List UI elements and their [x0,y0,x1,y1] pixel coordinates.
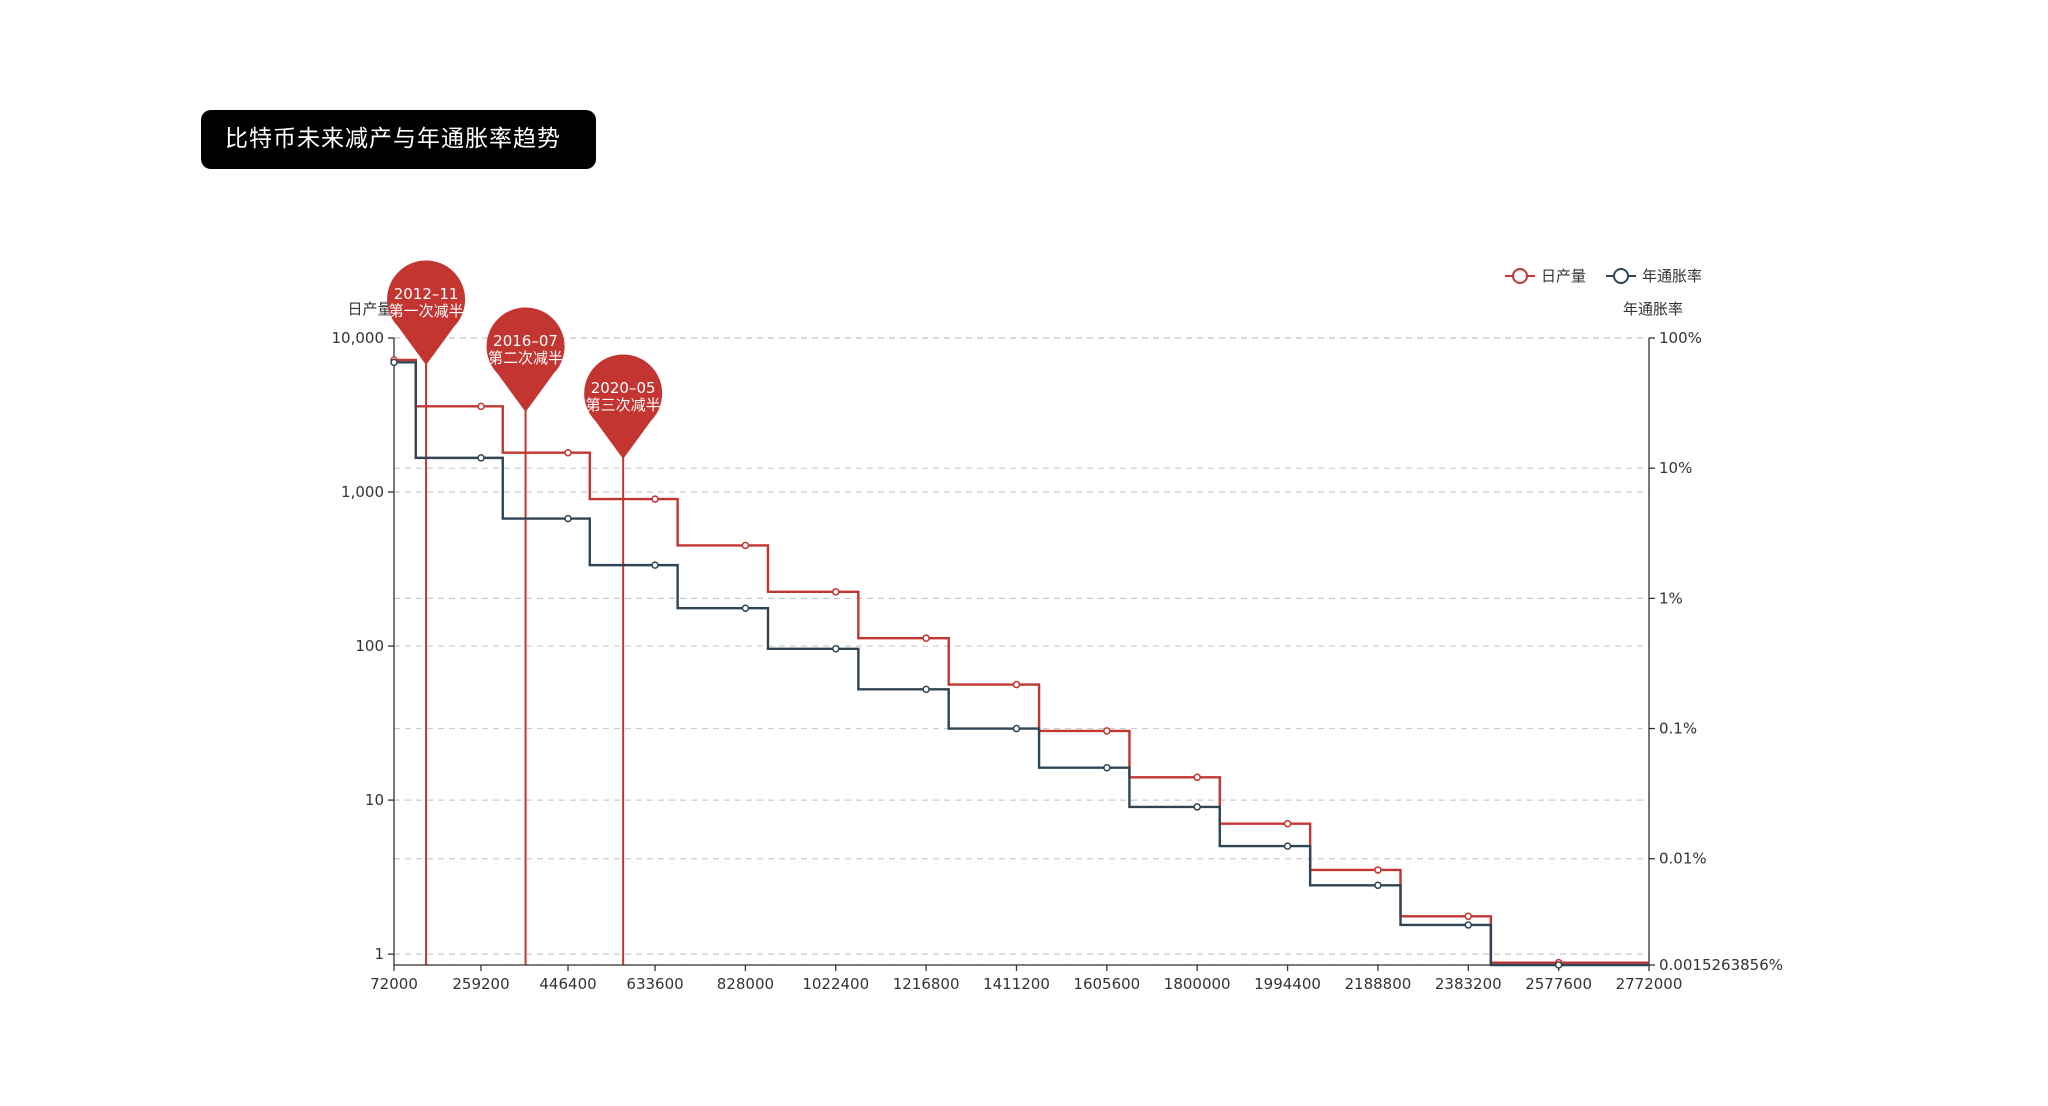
x-axis-tick-label: 2577600 [1525,975,1592,993]
axes: 1 10 100 1,000 10,000 100% 10% 1% 0.1% 0.01% 0.001… [332,300,1784,993]
halving-pin [584,354,663,459]
data-point [922,685,930,694]
x-axis-tick-label: 2772000 [1616,975,1683,993]
left-axis-tick-label: 10 [365,791,384,809]
data-point [1283,819,1292,828]
legend-label: 日产量 [1541,267,1586,285]
data-point [1012,724,1021,733]
right-axis-tick-label: 0.1% [1659,720,1697,738]
halving-pin-label: 第二次减半 [488,349,563,367]
left-axis-tick-label: 10,000 [332,329,385,347]
halving-pin [486,307,565,412]
x-axis-tick-label: 446400 [539,975,596,993]
series-line [394,361,1649,967]
data-point [1103,763,1111,772]
data-point [564,448,572,457]
left-axis-tick-label: 1 [374,945,384,963]
legend: 日产量 年通胀率 [1505,267,1702,285]
series-line [394,358,1649,964]
x-axis-tick-label: 1411200 [983,975,1050,993]
data-point [1464,921,1473,929]
series-lines [390,356,1649,969]
data-point [922,634,930,642]
left-axis-tick-label: 100 [355,637,384,655]
legend-label: 年通胀率 [1642,267,1702,285]
halving-pin-date: 2020–05 [591,379,656,397]
data-point [1374,881,1382,890]
data-point [1193,773,1201,782]
data-point [1193,803,1201,811]
data-point [477,402,485,411]
right-axis-tick-label: 1% [1659,589,1683,607]
left-axis-name: 日产量 [347,300,392,318]
x-axis-tick-label: 1800000 [1164,975,1231,993]
halving-pin [387,260,466,365]
data-point [832,588,840,596]
x-axis-tick-label: 1994400 [1254,975,1321,993]
right-axis-tick-label: 0.01% [1659,850,1707,868]
halving-pin-date: 2012–11 [394,285,459,303]
grid-lines [394,337,1649,966]
halving-markers [425,268,625,965]
data-point [741,541,750,550]
data-point [741,604,750,612]
right-axis-tick-label: 0.0015263856% [1659,956,1783,974]
x-axis-tick-label: 1022400 [802,975,869,993]
x-axis-tick-label: 828000 [717,975,774,993]
x-axis-tick-label: 72000 [370,975,418,993]
data-point [477,454,485,462]
data-point [1283,842,1292,850]
left-axis-tick-label: 1,000 [341,483,384,501]
x-axis-tick-label: 633600 [626,975,683,993]
legend-marker [1613,268,1629,284]
data-point [390,358,398,367]
halving-pin-date: 2016–07 [493,332,558,350]
x-axis-tick-label: 2383200 [1435,975,1502,993]
data-point [564,514,572,523]
data-point [1554,961,1563,969]
x-axis-tick-label: 259200 [452,975,509,993]
right-axis-name: 年通胀率 [1623,300,1683,318]
right-axis-tick-label: 100% [1659,329,1702,347]
data-point [1103,727,1111,735]
halving-pin-label: 第三次减半 [586,396,661,414]
x-axis-tick-label: 2188800 [1345,975,1412,993]
data-point [1464,912,1473,921]
data-point [1374,866,1382,874]
data-point [651,561,659,569]
data-point [832,645,840,653]
x-axis-tick-label: 1216800 [893,975,960,993]
x-axis-tick-label: 1605600 [1073,975,1140,993]
legend-marker [1512,268,1528,284]
chart-title: 比特币未来减产与年通胀率趋势 [201,110,596,169]
right-axis-tick-label: 10% [1659,459,1692,477]
data-point [1012,680,1021,689]
data-point [651,495,659,503]
halving-pin-label: 第一次减半 [389,302,464,320]
